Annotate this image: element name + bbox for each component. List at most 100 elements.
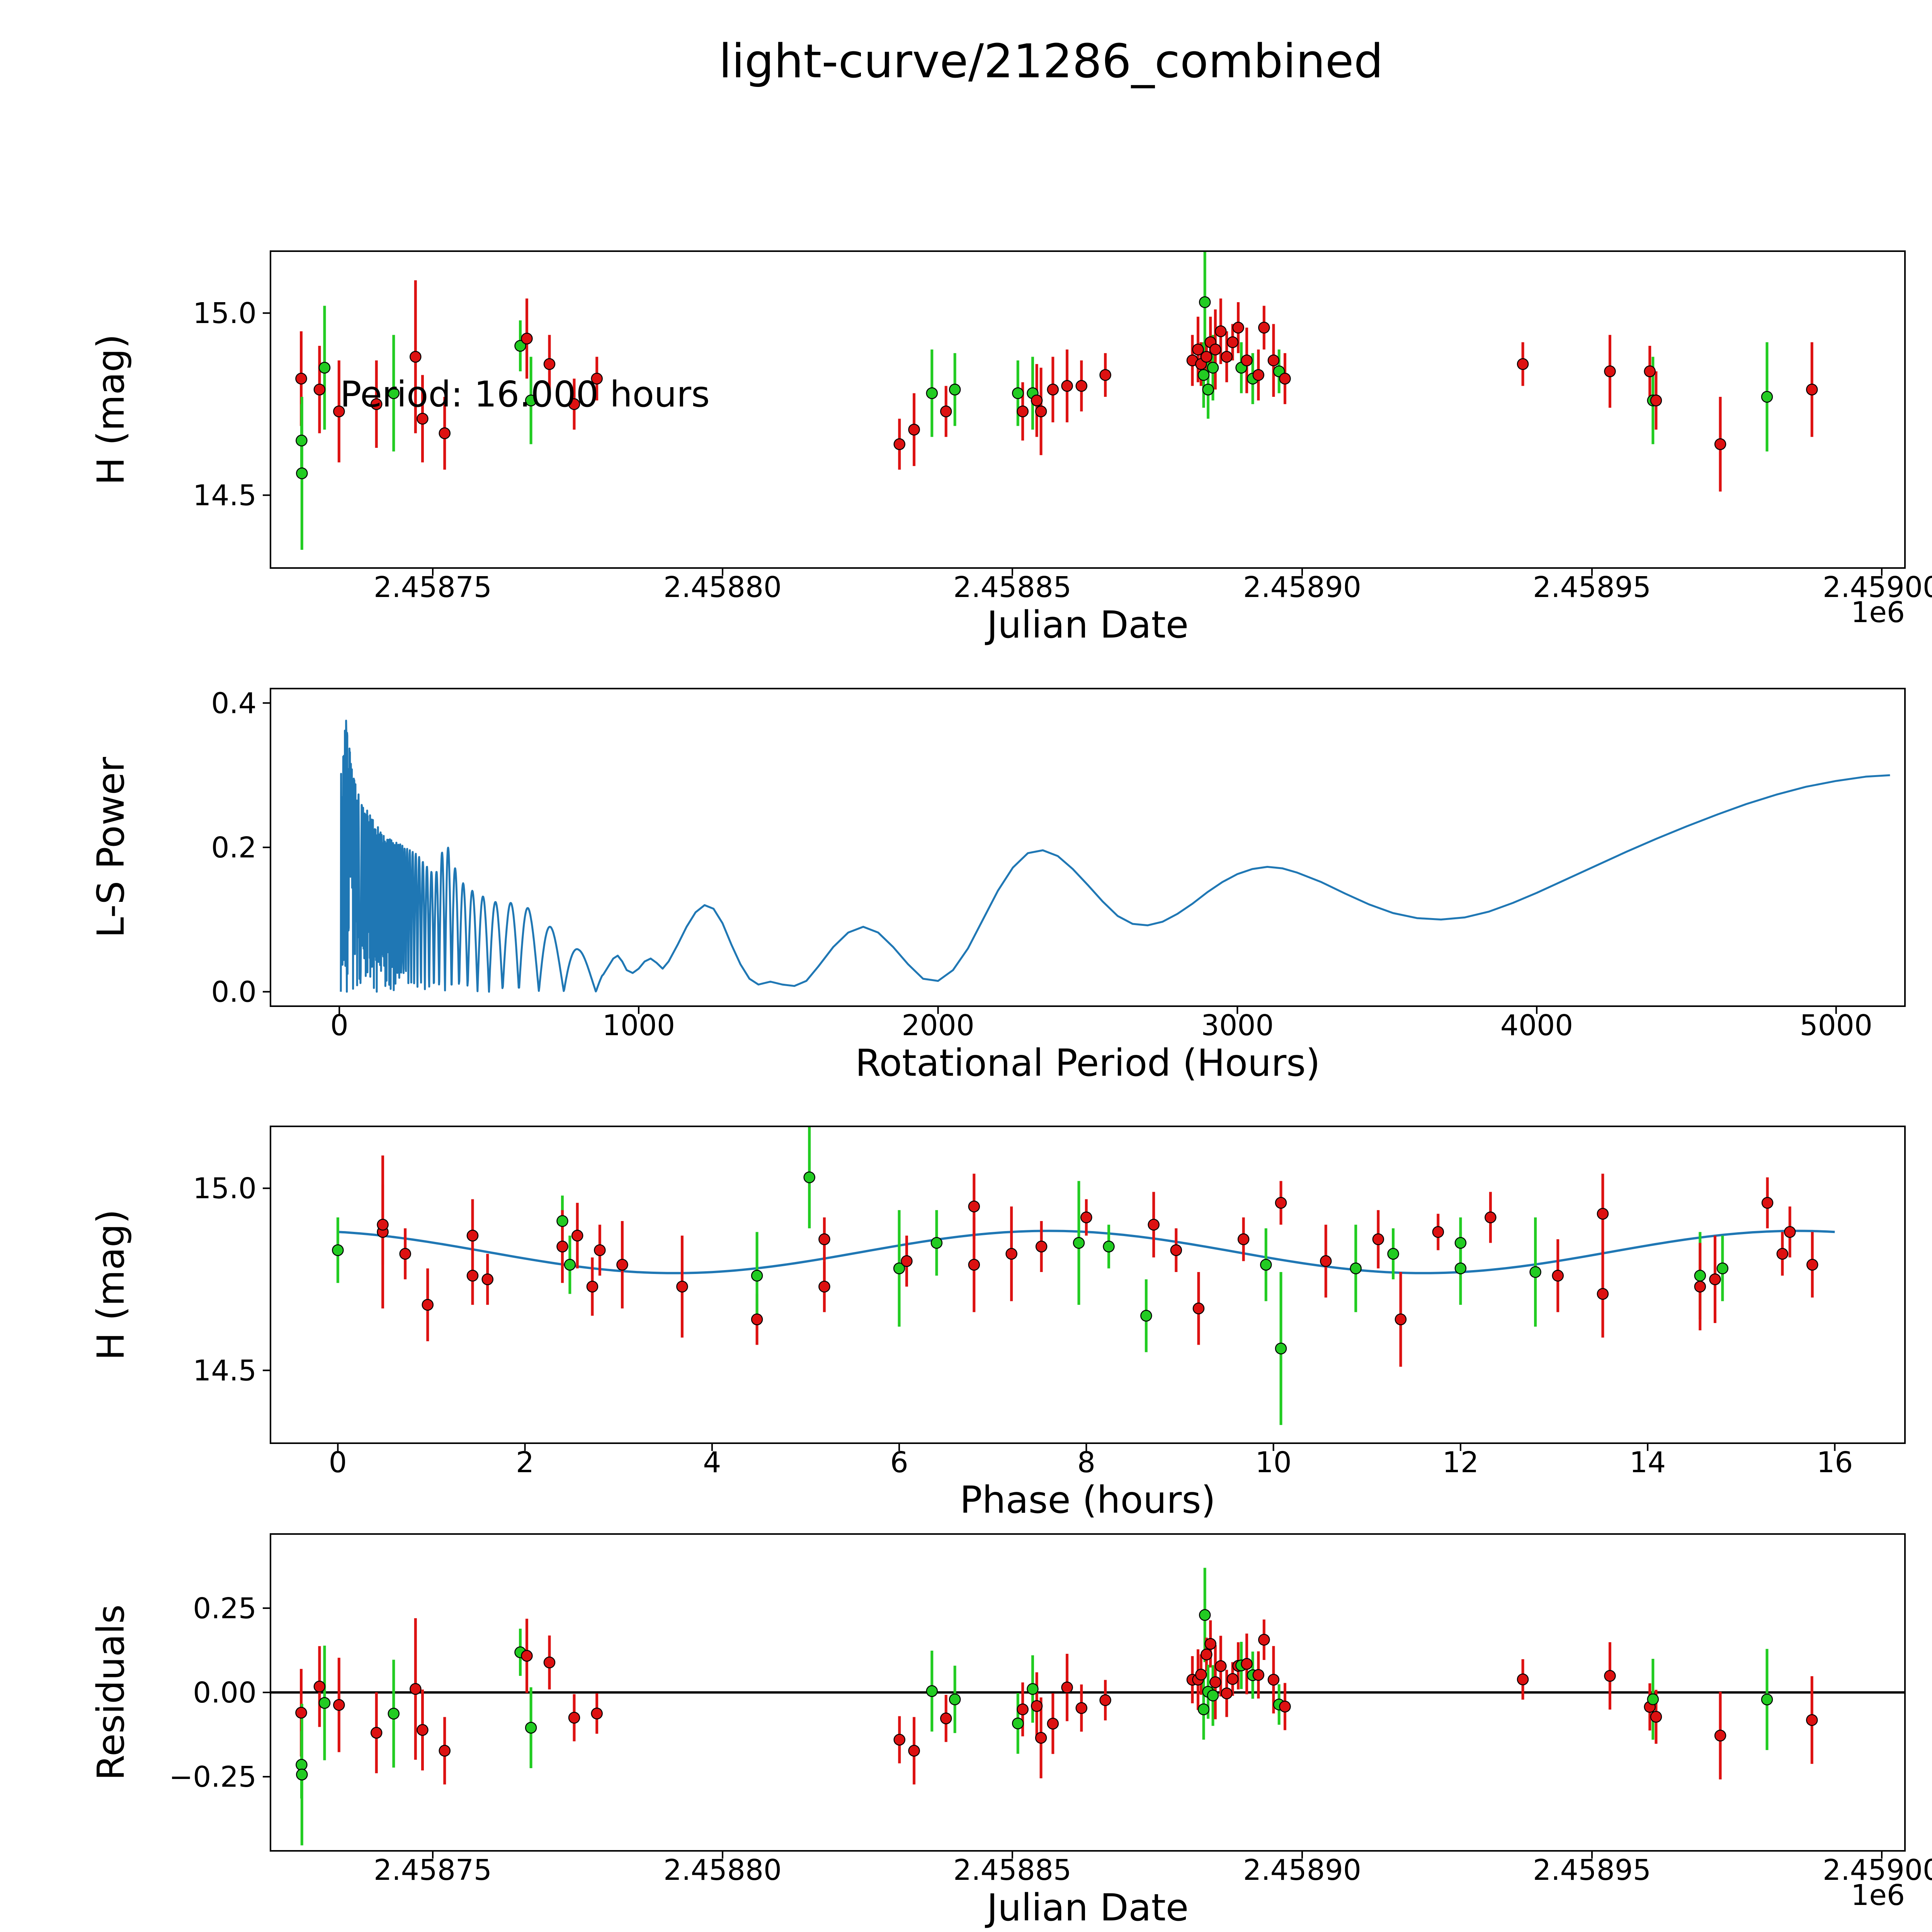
data-point: [1047, 1718, 1059, 1730]
data-point: [1267, 354, 1280, 367]
data-point: [1709, 1273, 1721, 1286]
data-point: [1241, 1658, 1253, 1670]
data-point: [1267, 1673, 1280, 1686]
data-point: [370, 1727, 383, 1739]
data-point: [1650, 395, 1662, 406]
data-point: [439, 1745, 451, 1757]
data-point: [388, 1708, 400, 1720]
data-point: [1202, 383, 1214, 396]
period-annotation: Period: 16.000 hours: [340, 374, 710, 415]
data-point: [591, 1708, 603, 1719]
data-point: [1279, 1701, 1291, 1713]
axes-frame: [270, 1126, 1906, 1444]
data-point: [377, 1219, 389, 1231]
x-tick-label: 6: [890, 1446, 908, 1479]
jd-ylabel: H (mag): [89, 334, 133, 485]
data-point: [466, 1270, 479, 1282]
x-tick-label: 10: [1255, 1446, 1292, 1479]
data-point: [1035, 405, 1047, 417]
phased-ylabel: H (mag): [89, 1209, 133, 1361]
residuals-axes: 2.45875 2.45880 2.45885 2.45890 2.45895 2.459…: [169, 1533, 1932, 1887]
data-point: [1221, 351, 1233, 363]
data-point: [410, 1683, 422, 1695]
y-tick-label: 0.00: [193, 1676, 257, 1709]
x-tick-label: 1000: [602, 1009, 675, 1042]
data-point: [1714, 1730, 1726, 1742]
data-point: [1192, 1303, 1205, 1315]
x-tick-label: 14: [1629, 1446, 1666, 1479]
x-tick-label: 2.45880: [663, 571, 782, 604]
x-tick-label: 16: [1816, 1446, 1853, 1479]
data-point: [926, 1685, 938, 1697]
data-point: [1201, 351, 1213, 363]
data-point: [1012, 1717, 1024, 1730]
data-point: [1061, 380, 1073, 392]
data-point: [296, 434, 308, 447]
data-point: [1454, 1262, 1467, 1274]
data-point: [908, 1745, 920, 1757]
x-tick-label: 12: [1442, 1446, 1479, 1479]
data-point: [1258, 1634, 1270, 1646]
data-point: [893, 1262, 905, 1274]
data-point: [1252, 369, 1264, 381]
data-point: [525, 1722, 537, 1734]
x-tick-label: 3000: [1201, 1009, 1274, 1042]
data-point: [1432, 1226, 1444, 1238]
periodogram-axes: 0 1000 2000 3000 4000 5000 0.0 0.2 0.4: [211, 687, 1906, 1042]
x-tick-label: 4: [703, 1446, 721, 1479]
x-tick-label: 4000: [1500, 1009, 1573, 1042]
data-point: [1761, 1197, 1774, 1209]
data-point: [1260, 1259, 1272, 1271]
data-point: [556, 1215, 568, 1227]
jd-plot-area: [295, 251, 1818, 550]
data-point: [1784, 1226, 1796, 1238]
y-tick-label: 0.25: [193, 1592, 257, 1625]
y-tick-label: 0.0: [211, 976, 257, 1009]
data-point: [1372, 1233, 1384, 1245]
data-point: [1644, 365, 1656, 378]
data-point: [1275, 1342, 1287, 1355]
panel-periodogram: 0 1000 2000 3000 4000 5000 0.0 0.2 0.4 Rotationa…: [89, 687, 1906, 1085]
data-point: [751, 1270, 763, 1282]
axes-frame: [270, 250, 1906, 569]
data-point: [893, 1734, 906, 1746]
data-point: [1073, 1237, 1085, 1249]
data-point: [1597, 1288, 1609, 1300]
panel-jd-lightcurve: 2.45875 2.45880 2.45885 2.45890 2.45895 2.459…: [89, 250, 1932, 646]
data-point: [1604, 365, 1616, 378]
data-point: [893, 438, 906, 450]
data-point: [1197, 1703, 1210, 1716]
data-point: [1241, 354, 1253, 367]
x-tick-label: 8: [1077, 1446, 1095, 1479]
data-point: [1080, 1211, 1092, 1223]
data-point: [1099, 369, 1111, 381]
y-tick-label: 14.5: [193, 1354, 257, 1387]
data-point: [370, 398, 383, 410]
x-tick-label: 2.45900: [1823, 571, 1932, 604]
data-point: [1207, 362, 1219, 374]
data-point: [1454, 1237, 1467, 1249]
data-point: [313, 1680, 326, 1693]
data-point: [466, 1230, 479, 1242]
data-point: [388, 387, 400, 399]
x-tick-label: 5000: [1800, 1009, 1872, 1042]
x-tick-label: 2.45890: [1243, 1854, 1361, 1887]
data-point: [514, 340, 526, 352]
data-point: [1552, 1270, 1564, 1282]
data-point: [930, 1237, 943, 1249]
data-point: [751, 1313, 763, 1325]
data-point: [422, 1299, 434, 1311]
data-point: [1199, 1609, 1211, 1621]
data-point: [1647, 1693, 1659, 1705]
data-point: [1012, 387, 1024, 399]
data-point: [521, 332, 533, 345]
data-point: [586, 1281, 599, 1293]
data-point: [1258, 321, 1270, 334]
data-point: [1103, 1240, 1115, 1253]
data-point: [926, 387, 938, 399]
data-point: [1221, 1687, 1233, 1699]
axes-frame: [270, 688, 1906, 1007]
x-tick-label: 0: [329, 1446, 347, 1479]
data-point: [1226, 336, 1239, 348]
